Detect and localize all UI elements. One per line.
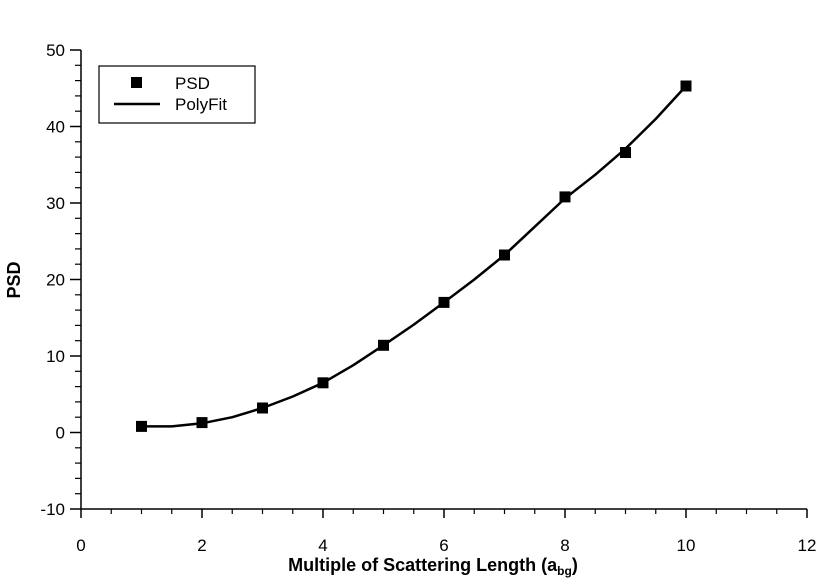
legend-marker-psd (131, 77, 142, 88)
legend-label-polyfit: PolyFit (175, 95, 227, 114)
x-tick-label: 12 (798, 536, 817, 555)
x-tick-label: 8 (560, 536, 569, 555)
psd-data-point (559, 191, 571, 203)
x-tick-label: 10 (677, 536, 696, 555)
x-axis-title: Multiple of Scattering Length (abg) (288, 555, 578, 578)
psd-data-point (257, 402, 268, 414)
psd-data-point (136, 420, 147, 432)
y-tick-label: 20 (46, 271, 65, 290)
x-tick-label: 0 (76, 536, 85, 555)
x-axis-ticks (80, 509, 808, 518)
x-tick-label: 6 (439, 536, 448, 555)
psd-data-point (317, 377, 329, 389)
series-layer (136, 80, 692, 432)
psd-data-point (680, 80, 692, 92)
x-axis-title-main: Multiple of Scattering Length (a (288, 555, 558, 575)
legend-box (98, 65, 256, 124)
y-tick-label: 50 (46, 41, 65, 60)
psd-data-point (378, 339, 389, 351)
y-tick-label: 30 (46, 194, 65, 213)
legend-label-psd: PSD (175, 74, 210, 93)
y-tick-label: -10 (40, 500, 65, 519)
legend: PSD PolyFit (98, 65, 256, 124)
psd-data-point (499, 249, 510, 261)
psd-data-point (196, 417, 208, 429)
y-axis-tick-labels: -10 0 10 20 30 40 50 (40, 41, 65, 519)
x-tick-label: 2 (197, 536, 206, 555)
y-tick-label: 10 (46, 347, 65, 366)
x-axis-title-subscript: bg (557, 564, 572, 578)
y-axis-ticks (70, 49, 81, 510)
polyfit-line (141, 85, 687, 428)
y-axis-title: PSD (4, 261, 24, 298)
psd-data-point (620, 147, 631, 158)
y-tick-label: 40 (46, 118, 65, 137)
x-tick-label: 4 (318, 536, 327, 555)
x-axis-title-close: ) (572, 555, 578, 575)
psd-data-point (438, 296, 450, 308)
x-axis-tick-labels: 0 2 4 6 8 10 12 (76, 536, 816, 555)
y-tick-label: 0 (56, 424, 65, 443)
